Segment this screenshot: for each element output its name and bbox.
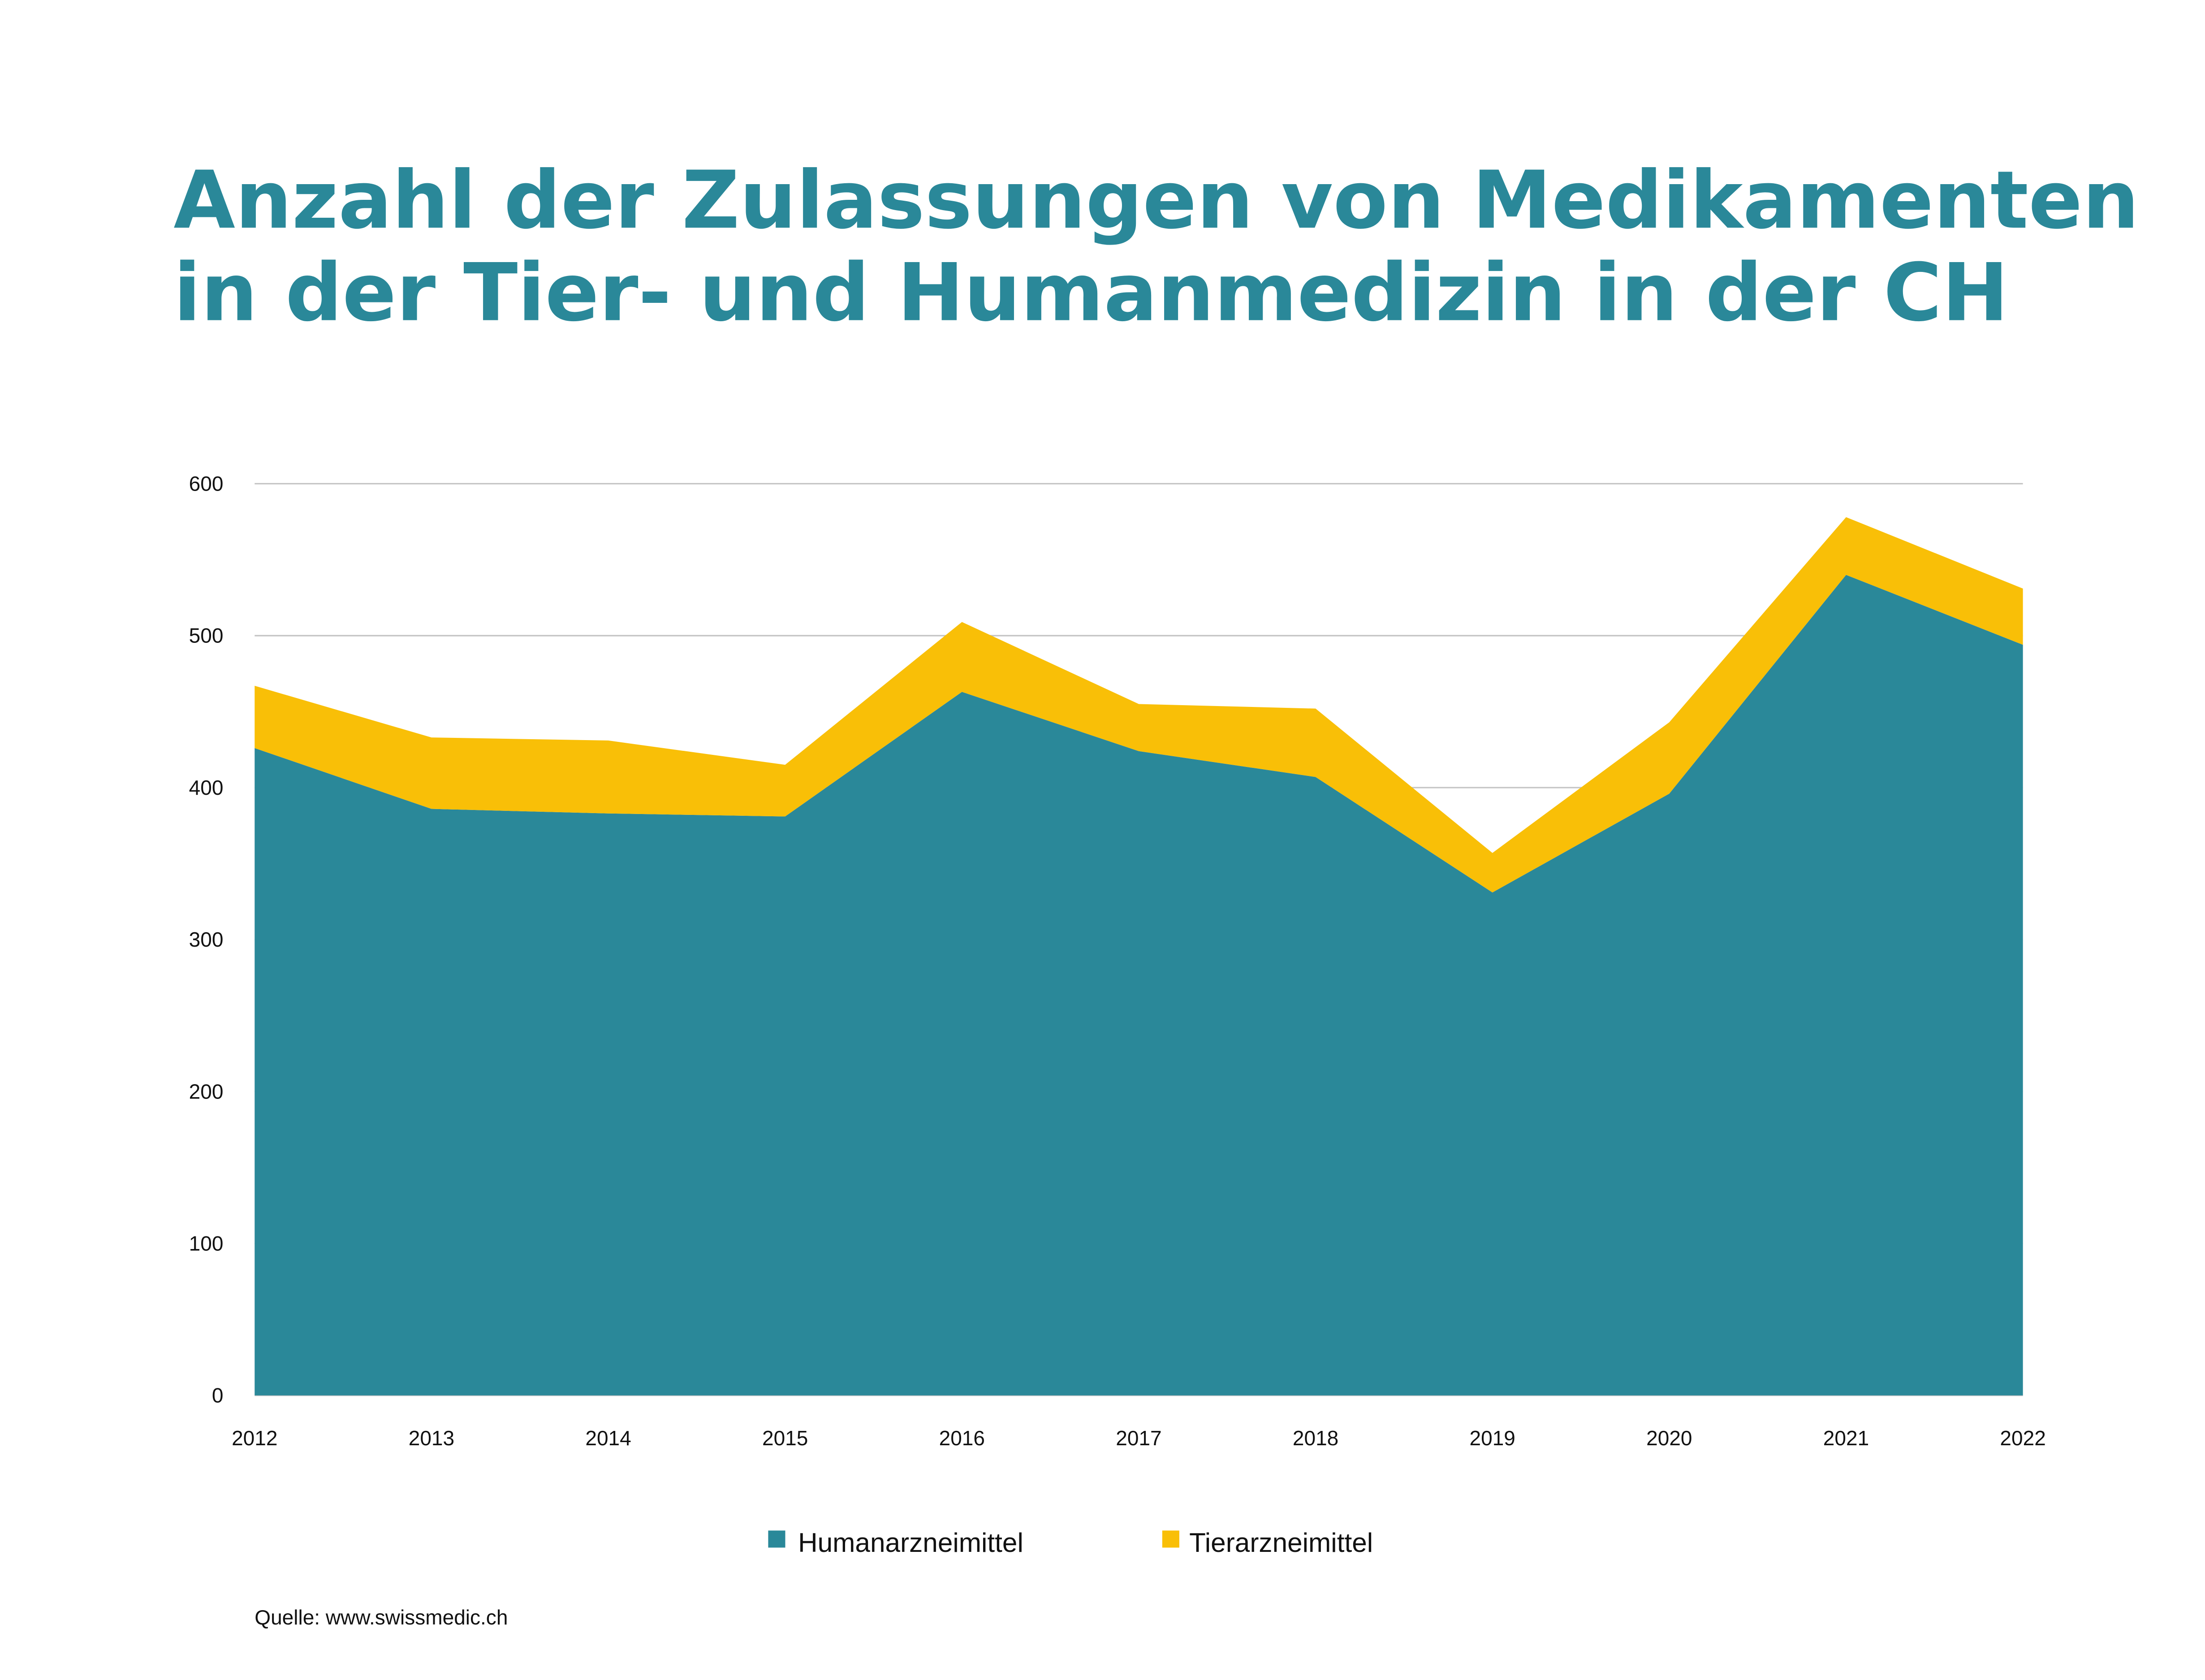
y-tick-label: 0 (212, 1384, 224, 1407)
x-tick-label: 2019 (1470, 1426, 1515, 1450)
y-tick-label: 400 (189, 776, 224, 799)
x-tick-label: 2015 (762, 1426, 808, 1450)
x-tick-label: 2014 (585, 1426, 631, 1450)
legend-swatch-human (768, 1530, 785, 1548)
x-tick-label: 2016 (939, 1426, 985, 1450)
y-tick-label: 600 (189, 472, 224, 495)
x-tick-label: 2012 (232, 1426, 277, 1450)
chart-title-line-2: in der Tier- und Humanmedizin in der CH (173, 246, 2008, 339)
legend-label-human: Humanarzneimittel (798, 1527, 1023, 1558)
source-note: Quelle: www.swissmedic.ch (255, 1606, 508, 1629)
area-humanarzneimittel (255, 575, 2023, 1396)
area-tierarzneimittel (255, 517, 2023, 893)
x-tick-label: 2013 (409, 1426, 454, 1450)
legend-label-tier: Tierarzneimittel (1189, 1527, 1373, 1558)
x-tick-label: 2020 (1646, 1426, 1692, 1450)
y-tick-label: 200 (189, 1080, 224, 1103)
x-tick-label: 2017 (1116, 1426, 1161, 1450)
legend: Humanarzneimittel Tierarzneimittel (768, 1527, 1373, 1558)
y-tick-label: 100 (189, 1232, 224, 1255)
x-tick-label: 2018 (1293, 1426, 1338, 1450)
y-tick-label: 300 (189, 928, 224, 951)
legend-swatch-tier (1162, 1530, 1179, 1548)
chart-title-line-1: Anzahl der Zulassungen von Medikamenten (173, 154, 2139, 246)
x-tick-label: 2021 (1823, 1426, 1869, 1450)
x-tick-label: 2022 (2000, 1426, 2045, 1450)
y-tick-label: 500 (189, 624, 224, 647)
